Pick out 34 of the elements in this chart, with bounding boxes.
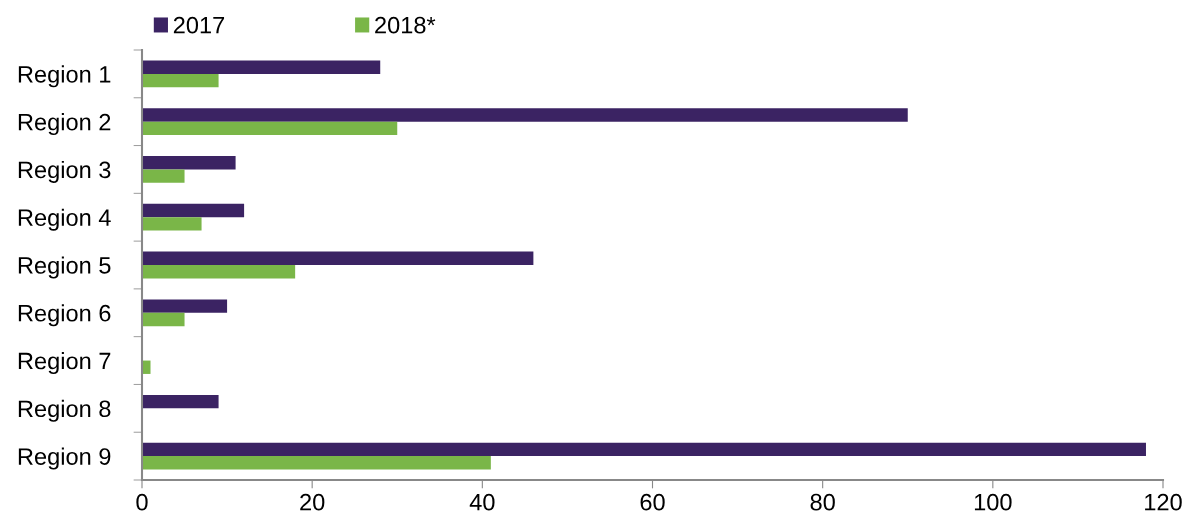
x-tick-label: 20 [300,493,325,511]
x-tick-label: 60 [640,493,665,511]
bar [142,265,296,279]
bar [142,299,228,313]
y-tick-label: Region 5 [18,256,111,279]
bar [142,156,236,170]
x-tick-label: 120 [1145,493,1182,511]
y-tick-label: Region 9 [18,447,111,470]
bar [142,121,398,136]
y-tick-label: Region 6 [18,304,111,327]
bar [142,251,534,265]
y-tick-label: Region 4 [18,208,111,231]
legend-label: 2017 [173,16,225,34]
legend-label: 2018* [375,16,436,34]
y-tick-label: Region 7 [18,352,111,375]
x-tick-label: 0 [136,493,148,511]
bar [142,456,491,470]
y-tick-label: Region 2 [18,113,111,136]
bar [142,169,185,183]
bar [142,73,219,88]
y-tick-label: Region 8 [18,399,111,422]
bar [142,312,185,327]
bar [142,394,219,409]
x-tick-label: 40 [469,493,495,511]
bar [142,442,1146,457]
bar [142,60,381,74]
y-tick-label: Region 1 [18,65,111,88]
bar [142,217,202,231]
bar [142,360,151,374]
x-tick-label: 80 [810,493,835,511]
bar [142,203,245,218]
bar [142,108,908,122]
x-tick-label: 100 [974,493,1012,511]
y-tick-label: Region 3 [18,160,111,183]
